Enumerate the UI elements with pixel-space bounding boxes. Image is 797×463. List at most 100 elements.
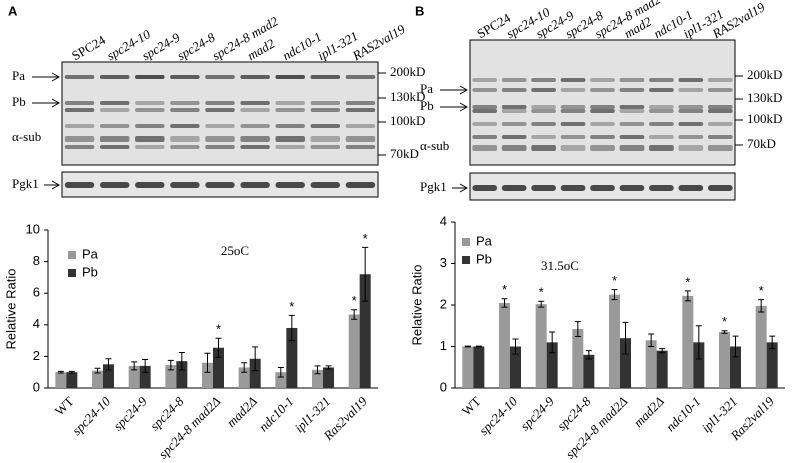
significance-mark: * <box>722 314 727 329</box>
band <box>170 124 200 128</box>
band <box>135 101 165 105</box>
x-tick-label: spc24-10 <box>69 393 114 438</box>
bar <box>359 274 371 388</box>
band <box>590 109 615 113</box>
y-tick-label: 2 <box>33 348 40 363</box>
band <box>205 124 235 128</box>
band <box>240 75 270 79</box>
band <box>649 109 674 113</box>
bar <box>139 365 151 388</box>
error-bar <box>695 325 702 360</box>
error-bar <box>204 352 211 373</box>
x-tick-label: spc24-10 <box>476 393 521 438</box>
bar <box>499 302 510 388</box>
band <box>240 108 270 112</box>
error-bar <box>758 299 765 313</box>
chart-title: 31.5oC <box>541 258 579 273</box>
bar <box>693 342 705 388</box>
band <box>170 101 200 105</box>
error-bar <box>574 321 581 338</box>
band <box>678 135 704 139</box>
band <box>275 136 305 142</box>
band <box>310 136 341 142</box>
band-label: α-sub <box>12 129 41 144</box>
y-tick-label: 3 <box>440 255 447 270</box>
bar <box>535 304 547 388</box>
panel-letter: A <box>8 3 18 18</box>
band <box>275 124 305 128</box>
band <box>240 145 270 149</box>
band <box>310 75 341 79</box>
legend-label: Pa <box>476 233 493 248</box>
band <box>649 145 674 151</box>
marker-label: 130kD <box>747 90 782 105</box>
error-bar <box>611 289 618 301</box>
band-label: Pa <box>12 68 25 83</box>
band <box>619 88 645 92</box>
bar <box>176 361 188 388</box>
y-tick-label: 8 <box>33 253 40 268</box>
legend-swatch <box>68 269 76 277</box>
band <box>472 88 498 92</box>
bar <box>202 362 213 388</box>
bar <box>656 350 668 388</box>
arrow <box>440 85 469 95</box>
error-bar <box>252 346 259 372</box>
band <box>135 145 165 149</box>
band <box>560 105 586 109</box>
band <box>64 75 95 79</box>
band <box>501 105 527 109</box>
significance-mark: * <box>352 293 357 308</box>
bar <box>645 340 657 388</box>
arrow <box>32 72 61 82</box>
band <box>707 88 733 92</box>
band <box>678 185 704 191</box>
bar <box>719 331 730 388</box>
bar <box>730 346 741 388</box>
chart-title: 25oC <box>221 243 249 258</box>
bar <box>312 369 323 388</box>
band <box>275 182 305 188</box>
bar <box>620 338 631 388</box>
band <box>560 88 586 92</box>
band <box>170 182 200 188</box>
band <box>310 101 341 105</box>
band <box>472 105 498 109</box>
y-tick-label: 2 <box>440 296 447 311</box>
band-label: Pb <box>12 94 26 109</box>
bar <box>755 305 767 388</box>
band <box>135 136 165 142</box>
band <box>590 122 615 126</box>
band <box>205 101 235 105</box>
lane-label: SPC24 <box>69 32 108 63</box>
error-bar <box>538 300 545 308</box>
x-tick-label: spc24-9 <box>517 393 557 433</box>
error-bar <box>131 361 138 371</box>
error-bar <box>622 321 629 355</box>
band <box>310 108 341 112</box>
band <box>707 145 733 151</box>
bar <box>128 365 140 388</box>
marker-label: 70kD <box>390 146 419 161</box>
bar <box>66 372 78 388</box>
y-axis-label: Relative Ratio <box>3 269 18 350</box>
band <box>531 105 556 109</box>
band <box>275 108 305 112</box>
band <box>678 105 704 109</box>
legend-swatch <box>68 251 76 259</box>
x-tick-label: ndc10-1 <box>663 394 704 435</box>
band-label: Pb <box>420 98 434 113</box>
band <box>205 108 235 112</box>
error-bar <box>325 365 332 370</box>
band <box>560 109 586 113</box>
band <box>205 182 235 188</box>
bar <box>462 346 474 388</box>
band <box>345 182 376 188</box>
band <box>345 75 376 79</box>
marker-label: 70kD <box>747 136 776 151</box>
blot-image <box>469 39 736 166</box>
bar <box>682 295 694 388</box>
error-bar <box>288 314 295 342</box>
band <box>205 75 235 79</box>
band <box>310 124 341 128</box>
